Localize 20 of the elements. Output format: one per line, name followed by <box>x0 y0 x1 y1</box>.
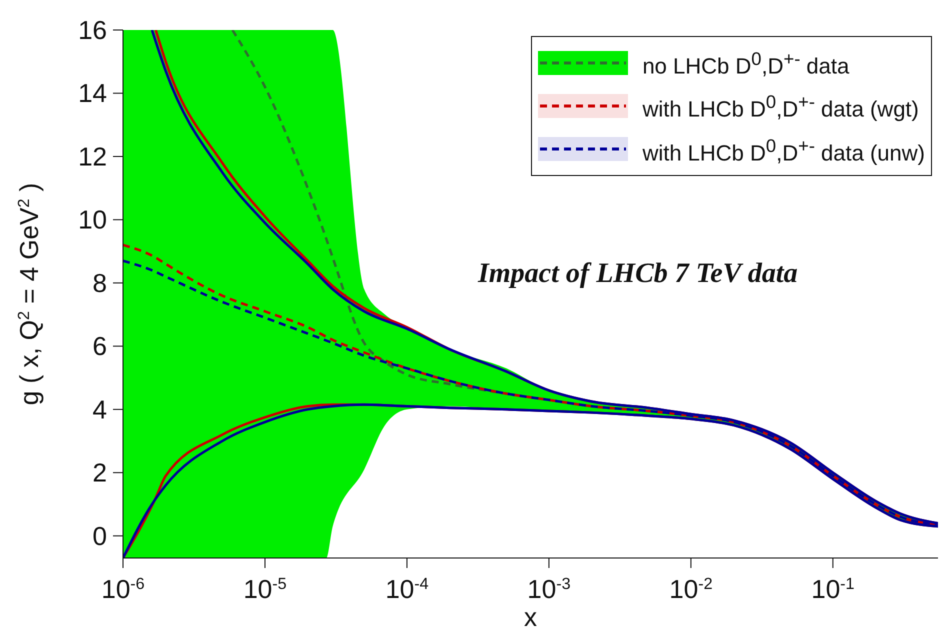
legend-label: with LHCb D$^{0}$,D$^{+-}$ data (wgt) <box>642 90 919 124</box>
x-tick-label: 10$^{-5}$ <box>243 574 287 604</box>
y-tick-label: 2 <box>92 458 107 488</box>
y-tick-label: 8 <box>92 268 107 298</box>
x-tick-label: 10$^{-1}$ <box>811 574 855 604</box>
x-tick-label: 10$^{-3}$ <box>527 574 571 604</box>
annotation: Impact of LHCb 7 TeV data <box>478 258 798 290</box>
y-tick-label: 14 <box>78 78 107 108</box>
x-tick-label: 10$^{-4}$ <box>385 574 429 604</box>
legend-label: with LHCb D$^{0}$,D$^{+-}$ data (unw) <box>642 134 925 167</box>
y-tick-label: 10 <box>78 204 107 235</box>
y-tick-label: 4 <box>92 394 107 424</box>
x-axis-title: x <box>524 602 537 632</box>
x-tick-label: 10$^{-2}$ <box>669 574 713 604</box>
y-tick-label: 0 <box>92 520 107 551</box>
y-tick-label: 16 <box>78 15 107 45</box>
x-tick-label: 10$^{-6}$ <box>101 574 145 604</box>
y-tick-label: 6 <box>92 331 107 362</box>
y-tick-label: 12 <box>78 141 107 172</box>
legend-label: no LHCb D$^{0}$,D$^{+-}$ data <box>642 47 850 80</box>
